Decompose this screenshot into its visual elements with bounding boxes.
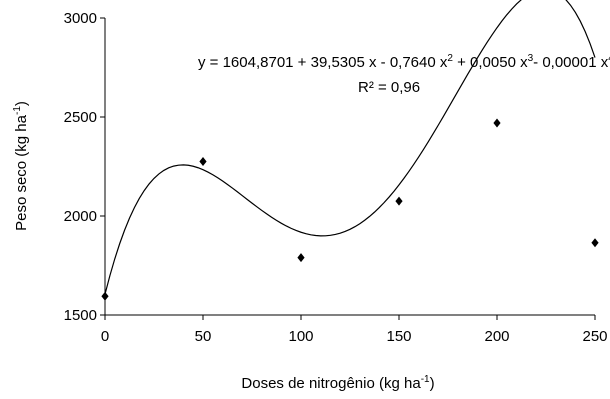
data-point-marker (199, 157, 207, 167)
y-tick-label: 1500 (64, 307, 97, 324)
data-points (101, 118, 599, 301)
data-point-marker (297, 253, 305, 263)
y-tick-label: 2500 (64, 109, 97, 126)
y-tick-label: 2000 (64, 208, 97, 225)
x-tick-label: 0 (101, 328, 109, 345)
y-tick-label: 3000 (64, 10, 97, 27)
x-tick-label: 200 (484, 328, 509, 345)
x-tick-label: 250 (582, 328, 607, 345)
data-point-marker (395, 196, 403, 206)
x-tick-label: 50 (195, 328, 212, 345)
x-tick-label: 100 (288, 328, 313, 345)
x-axis-title: Doses de nitrogênio (kg ha-1) (241, 374, 434, 392)
x-tick-label: 150 (386, 328, 411, 345)
trend-curve (104, 0, 596, 295)
data-point-marker (101, 291, 109, 301)
r-squared-label: R² = 0,96 (358, 79, 420, 96)
axes (104, 18, 595, 316)
y-axis-ticks: 1500 2000 2500 3000 (64, 10, 105, 324)
data-point-marker (493, 118, 501, 128)
x-axis-ticks: 0 50 100 150 200 250 (101, 315, 608, 345)
y-axis-title: Peso seco (kg ha-1) (12, 101, 30, 231)
equation-label: y = 1604,8701 + 39,5305 x - 0,7640 x2 + … (198, 53, 610, 71)
data-point-marker (591, 238, 599, 248)
